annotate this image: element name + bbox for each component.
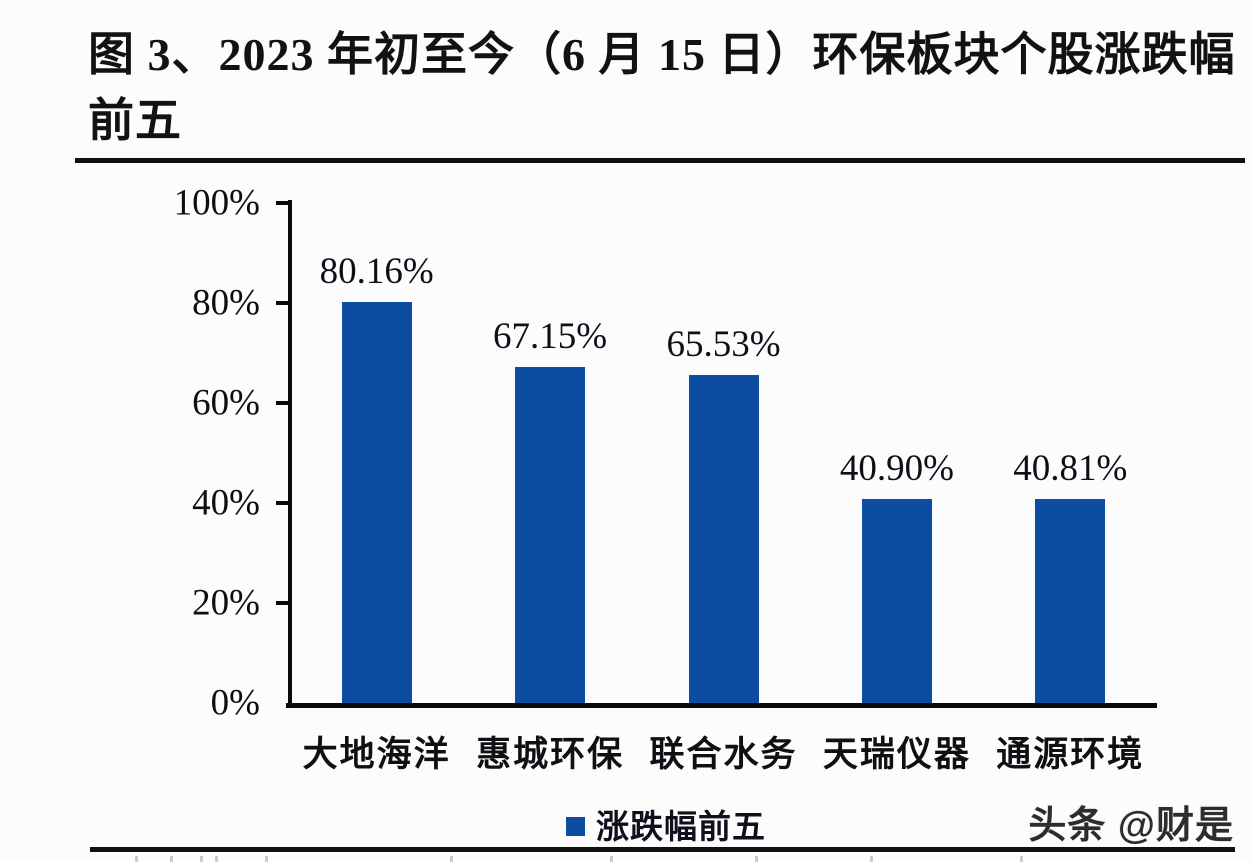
x-axis-label: 通源环境 xyxy=(996,735,1145,774)
y-axis-tick-label: 0% xyxy=(210,682,260,724)
y-axis-tick-label: 60% xyxy=(192,382,260,424)
y-axis-tick xyxy=(276,501,288,505)
y-axis-tick xyxy=(276,601,288,605)
legend-swatch xyxy=(566,816,585,836)
cutoff-fragment xyxy=(215,856,218,862)
x-axis-label: 联合水务 xyxy=(649,735,798,774)
bar-value-label: 40.81% xyxy=(1013,447,1128,489)
watermark-toutiao: 头条 @财是 xyxy=(1028,805,1234,847)
legend-label: 涨跌幅前五 xyxy=(596,810,766,846)
y-axis-tick-label: 80% xyxy=(192,282,260,324)
cutoff-fragment xyxy=(170,856,173,862)
bar-value-label: 40.90% xyxy=(839,447,954,489)
bar-value-label: 65.53% xyxy=(666,324,781,366)
y-axis-tick-label: 40% xyxy=(192,482,260,524)
bar-value-label: 67.15% xyxy=(493,316,608,358)
cutoff-fragment xyxy=(1020,856,1023,862)
bar-chart: 0% 20% 40% 60% 80% 100% 80.16% 大地海洋 67.15% 惠城环保 65… xyxy=(173,182,1157,774)
y-axis-tick xyxy=(276,301,288,305)
x-axis-label: 天瑞仪器 xyxy=(822,735,971,774)
chart-bar xyxy=(688,375,759,703)
x-axis-label: 大地海洋 xyxy=(302,735,451,774)
y-axis-tick xyxy=(276,201,288,205)
x-axis-label: 惠城环保 xyxy=(476,735,625,774)
chart-bar xyxy=(515,367,586,703)
x-axis-line xyxy=(286,703,1157,708)
cutoff-fragment xyxy=(265,856,268,862)
page-title: 图 3、2023 年初至今（6 月 15 日）环保板块个股涨跌幅前五 xyxy=(88,29,1236,146)
cutoff-fragment xyxy=(755,856,758,862)
y-axis-tick-label: 100% xyxy=(173,182,260,224)
cutoff-fragment xyxy=(135,856,138,862)
y-axis-line xyxy=(288,200,292,708)
chart-bar xyxy=(1035,498,1106,703)
bottom-rule xyxy=(90,847,1235,852)
cutoff-fragment xyxy=(200,856,203,862)
title-underline xyxy=(75,158,1245,163)
cutoff-fragment xyxy=(610,856,613,862)
chart-bar xyxy=(341,302,412,703)
bar-value-label: 80.16% xyxy=(319,251,434,293)
cutoff-fragment xyxy=(870,856,873,862)
chart-legend: 涨跌幅前五 xyxy=(566,800,766,848)
y-axis-tick xyxy=(276,401,288,405)
cutoff-fragment xyxy=(450,856,453,862)
chart-bar xyxy=(861,498,932,703)
y-axis-tick-label: 20% xyxy=(192,582,260,624)
